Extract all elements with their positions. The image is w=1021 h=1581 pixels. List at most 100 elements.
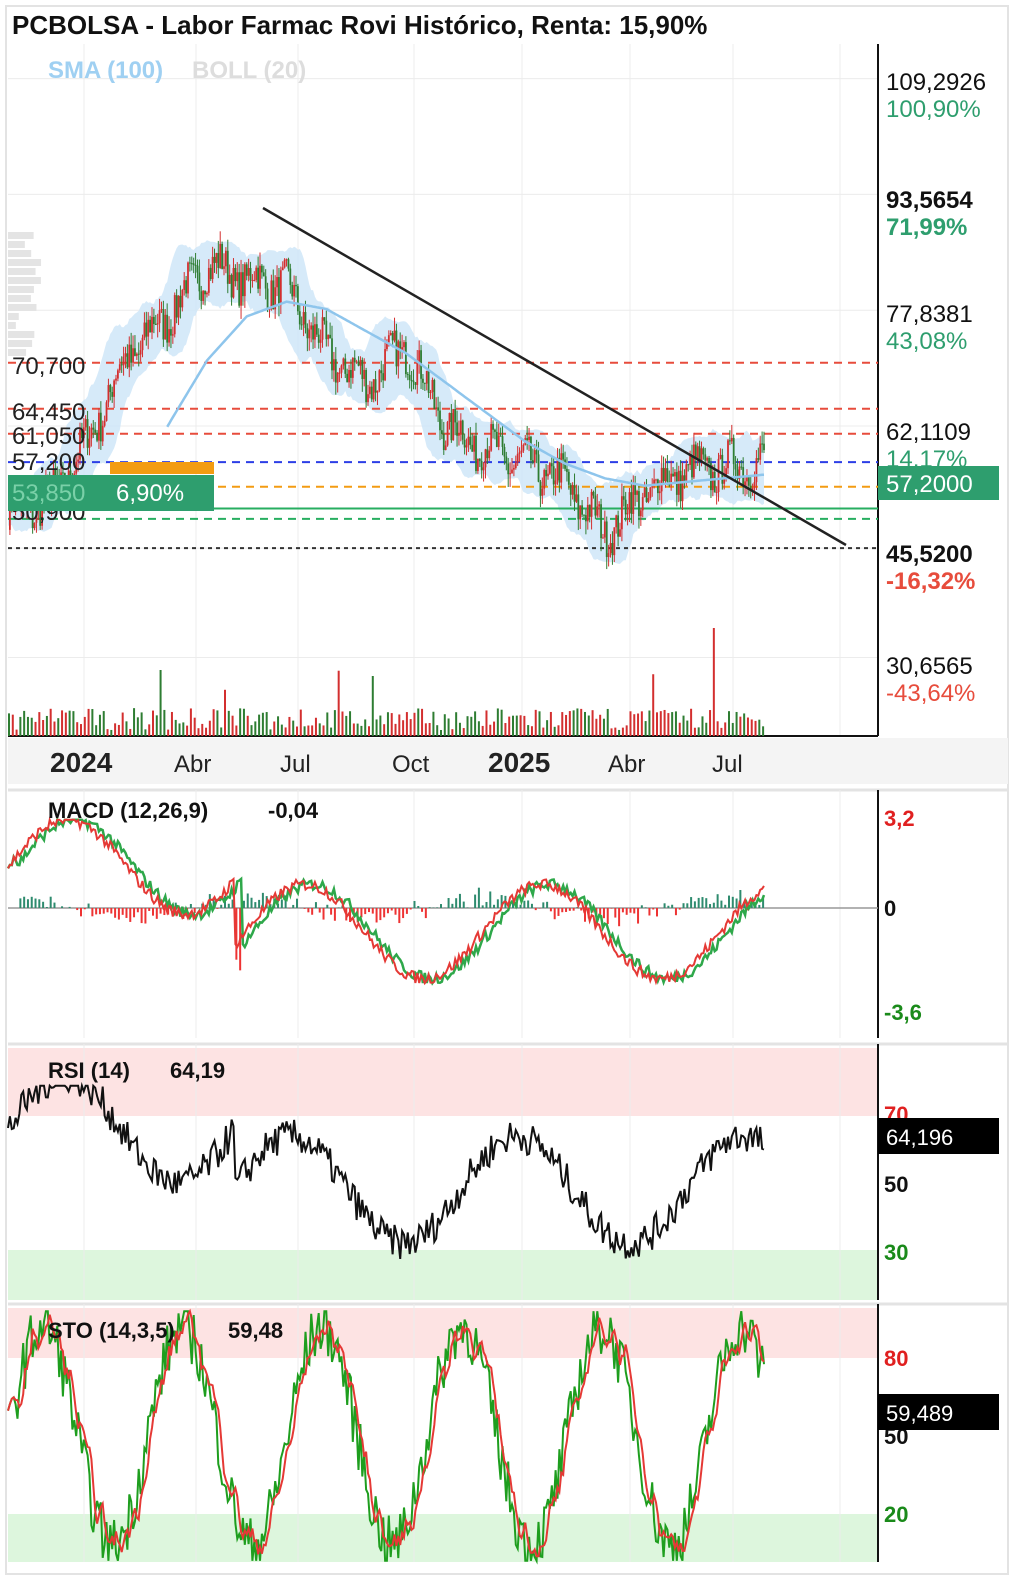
volume-bar: [322, 725, 325, 736]
volume-bar: [712, 628, 715, 736]
price-candle: [130, 344, 133, 363]
volume-bar: [341, 711, 344, 736]
price-candle: [370, 386, 373, 400]
macd-histogram-bar: [76, 908, 79, 911]
price-candle: [175, 295, 178, 318]
volume-bar: [11, 714, 14, 736]
rsi-label: RSI (14): [48, 1058, 130, 1083]
volume-bar: [189, 708, 192, 736]
price-candle: [291, 285, 294, 297]
macd-histogram-bar: [371, 908, 374, 914]
price-candle: [636, 491, 638, 495]
price-candle: [92, 427, 95, 430]
volume-bar: [129, 728, 132, 736]
price-candle: [723, 478, 726, 484]
macd-histogram-bar: [106, 908, 109, 913]
price-candle: [298, 311, 301, 325]
volume-bar: [735, 711, 738, 736]
volume-profile-bar: [8, 277, 41, 284]
price-candle: [518, 452, 521, 454]
price-candle: [285, 259, 288, 261]
volume-bar: [133, 708, 136, 736]
volume-bar: [750, 719, 753, 736]
price-candle: [645, 487, 648, 502]
change-badge-text: 6,90%: [116, 480, 184, 507]
price-candle: [713, 471, 716, 493]
volume-bar: [197, 728, 200, 736]
volume-bar: [152, 710, 154, 736]
price-candle: [262, 272, 265, 277]
price-candle: [251, 279, 254, 281]
price-candle: [340, 365, 343, 373]
price-candle: [109, 385, 112, 393]
macd-histogram-bar: [709, 904, 712, 908]
price-candle: [113, 380, 116, 397]
volume-bar: [42, 720, 45, 736]
price-candle: [696, 446, 699, 459]
price-candle: [344, 358, 347, 374]
volume-bar: [743, 713, 746, 736]
price-candle: [520, 450, 523, 453]
volume-bar: [739, 716, 742, 736]
volume-bar: [144, 729, 147, 736]
price-candle: [759, 443, 762, 460]
price-candle: [289, 268, 292, 286]
price-candle: [746, 476, 748, 482]
macd-panel[interactable]: MACD (12,26,9) -0,04 3,2 0 -3,6: [6, 788, 1008, 1038]
price-candle: [397, 341, 400, 367]
price-candle: [77, 459, 80, 462]
macd-histogram-bar: [45, 906, 48, 908]
price-candle: [732, 437, 735, 465]
macd-histogram-bar: [637, 908, 640, 924]
volume-bar: [493, 721, 496, 736]
macd-histogram-bar: [436, 907, 439, 908]
volume-bar: [186, 725, 189, 736]
macd-histogram-bar: [258, 899, 261, 908]
macd-histogram-bar: [148, 908, 151, 911]
price-axis-label: 45,5200: [886, 541, 973, 568]
volume-bar: [314, 717, 317, 736]
volume-bar: [485, 710, 488, 736]
left-level-label: 70,700: [12, 353, 85, 380]
volume-profile-bar: [8, 340, 33, 347]
price-candle: [247, 268, 250, 276]
volume-bar: [87, 708, 90, 736]
price-candle: [471, 444, 474, 452]
price-candle: [156, 323, 159, 325]
price-candle: [694, 444, 697, 459]
volume-bar: [368, 726, 370, 736]
volume-bar: [686, 720, 689, 736]
macd-histogram-bar: [383, 908, 386, 918]
volume-bar: [296, 726, 298, 736]
price-candle: [406, 374, 409, 376]
boll-indicator-label[interactable]: BOLL (20): [192, 57, 306, 84]
price-candle: [486, 449, 489, 459]
macd-histogram-bar: [375, 908, 378, 923]
price-candle: [166, 314, 169, 343]
price-candle: [611, 543, 614, 556]
volume-profile-bar: [8, 349, 27, 356]
macd-histogram-bar: [95, 908, 98, 915]
macd-histogram-bar: [667, 905, 670, 908]
macd-histogram-bar: [712, 902, 715, 908]
volume-bar: [656, 712, 658, 736]
volume-bar: [515, 715, 518, 736]
price-candle: [111, 392, 114, 397]
price-candle: [149, 319, 152, 333]
price-candle: [509, 473, 512, 475]
price-candle: [626, 513, 629, 515]
price-candle: [494, 429, 496, 432]
volume-bar: [34, 721, 37, 736]
macd-histogram-bar: [674, 908, 677, 916]
price-candle: [41, 498, 44, 526]
sma-indicator-label[interactable]: SMA (100): [48, 57, 163, 84]
price-candle: [266, 288, 269, 310]
price-candle: [753, 482, 756, 488]
price-candle: [692, 444, 695, 478]
price-candle: [329, 334, 332, 339]
volume-bar: [599, 714, 602, 736]
